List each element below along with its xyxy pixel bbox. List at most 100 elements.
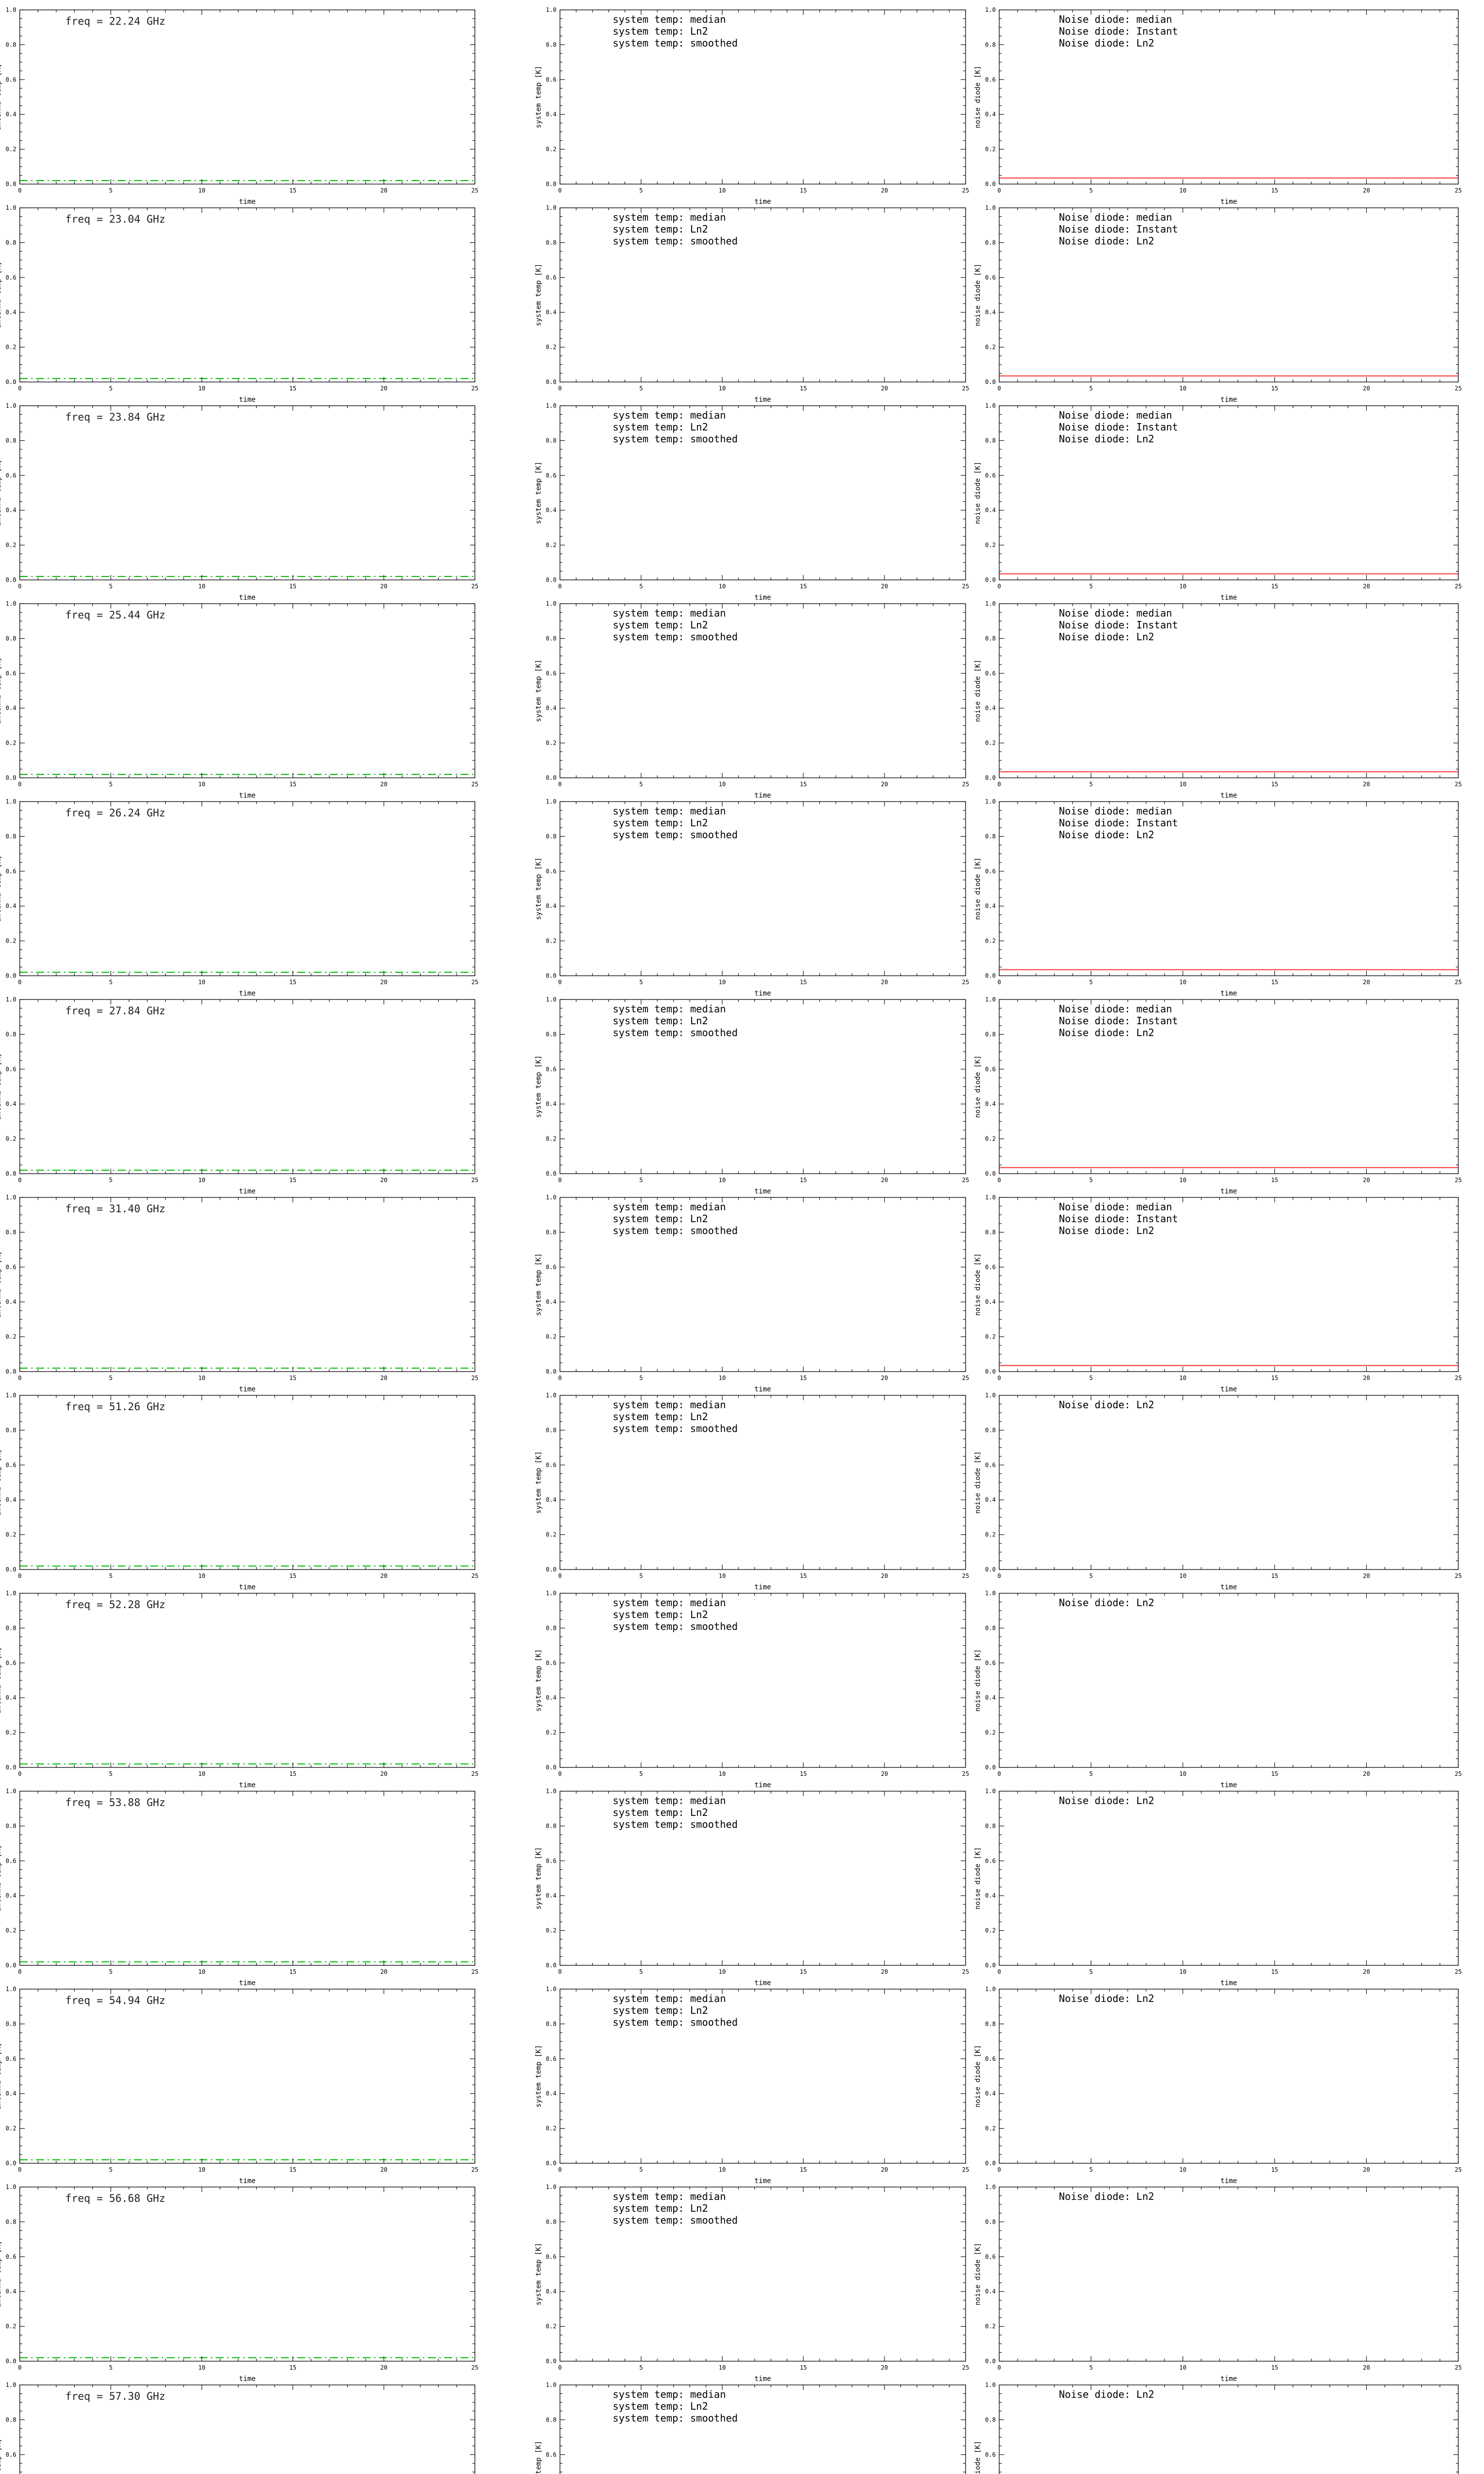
legend-entry: system temp: smoothed bbox=[613, 1027, 738, 1039]
x-tick-label: 10 bbox=[198, 385, 205, 392]
y-tick-label: 0.8 bbox=[985, 2020, 996, 2027]
y-tick-label: 0.6 bbox=[5, 472, 16, 479]
x-tick-label: 5 bbox=[1089, 2364, 1093, 2371]
freq-label: freq = 56.68 GHz bbox=[65, 2192, 165, 2204]
y-tick-label: 0.2 bbox=[546, 740, 556, 747]
y-tick-label: 1.0 bbox=[985, 996, 996, 1003]
legend-entry: system temp: smoothed bbox=[613, 631, 738, 643]
panel-r7c3-chart: 0 5 10 15 20 25 0.0 0.2 0.4 0.6 0.8 1.0 time noise di… bbox=[974, 1194, 1462, 1393]
y-tick-label: 0.8 bbox=[546, 437, 556, 444]
x-tick-label: 15 bbox=[1271, 1770, 1278, 1777]
y-tick-label: 0.2 bbox=[5, 146, 16, 153]
x-axis-label: time bbox=[754, 396, 771, 404]
legend-entry: system temp: smoothed bbox=[613, 1423, 738, 1434]
x-tick-label: 10 bbox=[198, 1177, 205, 1184]
y-tick-label: 0.8 bbox=[985, 635, 996, 642]
y-tick-label: 1.0 bbox=[5, 1392, 16, 1399]
legend-entry: Noise diode: Ln2 bbox=[1059, 433, 1155, 445]
y-tick-label: 0.2 bbox=[546, 344, 556, 351]
y-tick-label: 0.6 bbox=[985, 2451, 996, 2458]
y-tick-label: 0.6 bbox=[546, 1857, 556, 1864]
y-tick-label: 0.4 bbox=[5, 309, 16, 316]
x-tick-label: 15 bbox=[289, 583, 296, 590]
x-tick-label: 0 bbox=[18, 781, 21, 788]
y-tick-label: 0.2 bbox=[5, 1333, 16, 1340]
y-tick-label: 0.2 bbox=[546, 1531, 556, 1538]
legend-entry: Noise diode: Ln2 bbox=[1059, 1399, 1155, 1411]
x-tick-label: 0 bbox=[558, 187, 561, 194]
panel-r12c2: 0 5 10 15 20 25 0.0 0.2 0.4 0.6 0.8 1.0 time system t… bbox=[495, 2177, 989, 2383]
y-tick-label: 0.8 bbox=[5, 635, 16, 642]
y-tick-label: 0.0 bbox=[546, 181, 556, 188]
panel-r1c2-chart: 0 5 10 15 20 25 0.0 0.2 0.4 0.6 0.8 1.0 time system t… bbox=[535, 6, 969, 206]
y-tick-label: 1.0 bbox=[985, 798, 996, 805]
legend-entry: Noise diode: Instant bbox=[1059, 223, 1178, 235]
y-tick-label: 0.6 bbox=[985, 1462, 996, 1469]
axes-ticks bbox=[19, 1989, 475, 2164]
y-tick-label: 1.0 bbox=[985, 2184, 996, 2190]
legend-entry: Noise diode: Ln2 bbox=[1059, 829, 1155, 841]
panel-r8c1-chart: 0 5 10 15 20 25 0.0 0.2 0.4 0.6 0.8 1.0 time antenna … bbox=[0, 1392, 478, 1591]
x-tick-label: 10 bbox=[719, 1968, 726, 1975]
legend-entry: Noise diode: median bbox=[1059, 805, 1172, 817]
y-tick-label: 0.4 bbox=[985, 903, 996, 909]
x-tick-label: 25 bbox=[1455, 187, 1462, 194]
y-tick-label: 0.2 bbox=[546, 1927, 556, 1934]
legend-entry: system temp: Ln2 bbox=[613, 223, 708, 235]
x-tick-label: 10 bbox=[1179, 1572, 1186, 1579]
y-tick-label: 1.0 bbox=[546, 204, 556, 211]
legend-entry: system temp: Ln2 bbox=[613, 2400, 708, 2412]
y-tick-label: 0.6 bbox=[5, 670, 16, 677]
y-tick-label: 0.0 bbox=[5, 576, 16, 583]
y-tick-label: 0.8 bbox=[5, 1624, 16, 1631]
legend-entry: system temp: median bbox=[613, 2388, 726, 2400]
y-tick-label: 0.0 bbox=[985, 1170, 996, 1177]
x-tick-label: 10 bbox=[1179, 2166, 1186, 2173]
x-tick-label: 25 bbox=[1455, 2364, 1462, 2371]
y-axis-label: system temp [K] bbox=[535, 1253, 543, 1316]
y-tick-label: 0.2 bbox=[985, 146, 996, 153]
y-tick-label: 0.6 bbox=[985, 1066, 996, 1073]
y-axis-label: noise diode [K] bbox=[974, 857, 982, 920]
x-tick-label: 0 bbox=[997, 187, 1001, 194]
legend-entry: Noise diode: Ln2 bbox=[1059, 37, 1155, 49]
y-tick-label: 0.6 bbox=[985, 274, 996, 281]
y-tick-label: 0.0 bbox=[985, 181, 996, 188]
y-tick-label: 1.0 bbox=[985, 1392, 996, 1399]
x-tick-label: 20 bbox=[380, 2166, 387, 2173]
legend-entry: system temp: median bbox=[613, 1201, 726, 1213]
x-axis-label: time bbox=[1220, 1188, 1237, 1195]
y-axis-label: noise diode [K] bbox=[974, 2045, 982, 2107]
x-tick-label: 20 bbox=[881, 1375, 888, 1381]
x-tick-label: 5 bbox=[639, 2364, 643, 2371]
freq-label: freq = 22.24 GHz bbox=[65, 15, 165, 27]
y-tick-label: 0.0 bbox=[5, 2358, 16, 2365]
x-tick-label: 15 bbox=[800, 2166, 807, 2173]
legend-entry: system temp: Ln2 bbox=[613, 1015, 708, 1027]
x-tick-label: 5 bbox=[109, 2166, 112, 2173]
y-tick-label: 0.6 bbox=[546, 2055, 556, 2062]
x-tick-label: 20 bbox=[1363, 781, 1370, 788]
axes-ticks bbox=[559, 603, 966, 778]
x-tick-label: 10 bbox=[1179, 1968, 1186, 1975]
panel-r8c1: 0 5 10 15 20 25 0.0 0.2 0.4 0.6 0.8 1.0 time antenna … bbox=[0, 1385, 495, 1591]
panel-r7c2-chart: 0 5 10 15 20 25 0.0 0.2 0.4 0.6 0.8 1.0 time system t… bbox=[535, 1194, 969, 1393]
x-tick-label: 15 bbox=[289, 2166, 296, 2173]
x-tick-label: 20 bbox=[881, 781, 888, 788]
panel-r10c3-chart: 0 5 10 15 20 25 0.0 0.2 0.4 0.6 0.8 1.0 time noise di… bbox=[974, 1788, 1462, 1987]
x-tick-label: 25 bbox=[1455, 1770, 1462, 1777]
axes-frame bbox=[19, 801, 475, 976]
y-tick-label: 0.6 bbox=[546, 868, 556, 875]
x-tick-label: 15 bbox=[800, 2364, 807, 2371]
y-tick-label: 0.4 bbox=[985, 507, 996, 514]
y-tick-label: 1.0 bbox=[546, 600, 556, 607]
